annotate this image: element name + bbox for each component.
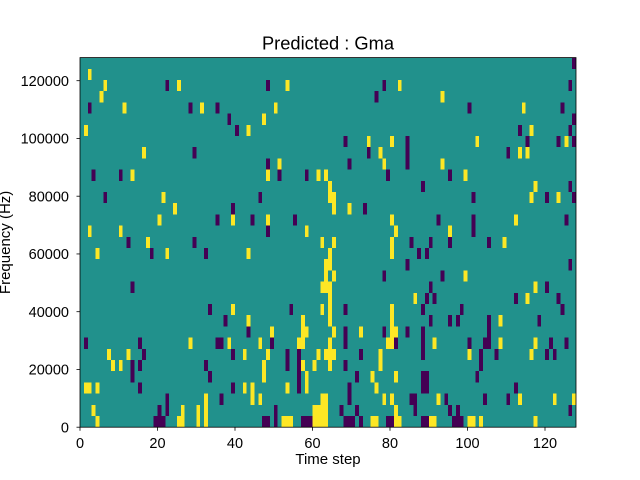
svg-text:120: 120 xyxy=(533,436,557,452)
svg-text:100: 100 xyxy=(455,436,479,452)
svg-text:80000: 80000 xyxy=(29,189,69,205)
svg-text:60: 60 xyxy=(304,436,320,452)
svg-text:0: 0 xyxy=(76,436,84,452)
svg-text:0: 0 xyxy=(61,420,69,436)
svg-text:40000: 40000 xyxy=(29,305,69,321)
svg-text:40: 40 xyxy=(227,436,243,452)
svg-text:60000: 60000 xyxy=(29,247,69,263)
svg-text:120000: 120000 xyxy=(21,74,69,90)
svg-text:20: 20 xyxy=(149,436,165,452)
svg-text:80: 80 xyxy=(382,436,398,452)
svg-text:Frequency (Hz): Frequency (Hz) xyxy=(0,191,14,294)
svg-text:20000: 20000 xyxy=(29,363,69,379)
svg-text:Predicted : Gma: Predicted : Gma xyxy=(262,33,395,54)
svg-text:100000: 100000 xyxy=(21,132,69,148)
svg-text:Time step: Time step xyxy=(295,451,360,468)
